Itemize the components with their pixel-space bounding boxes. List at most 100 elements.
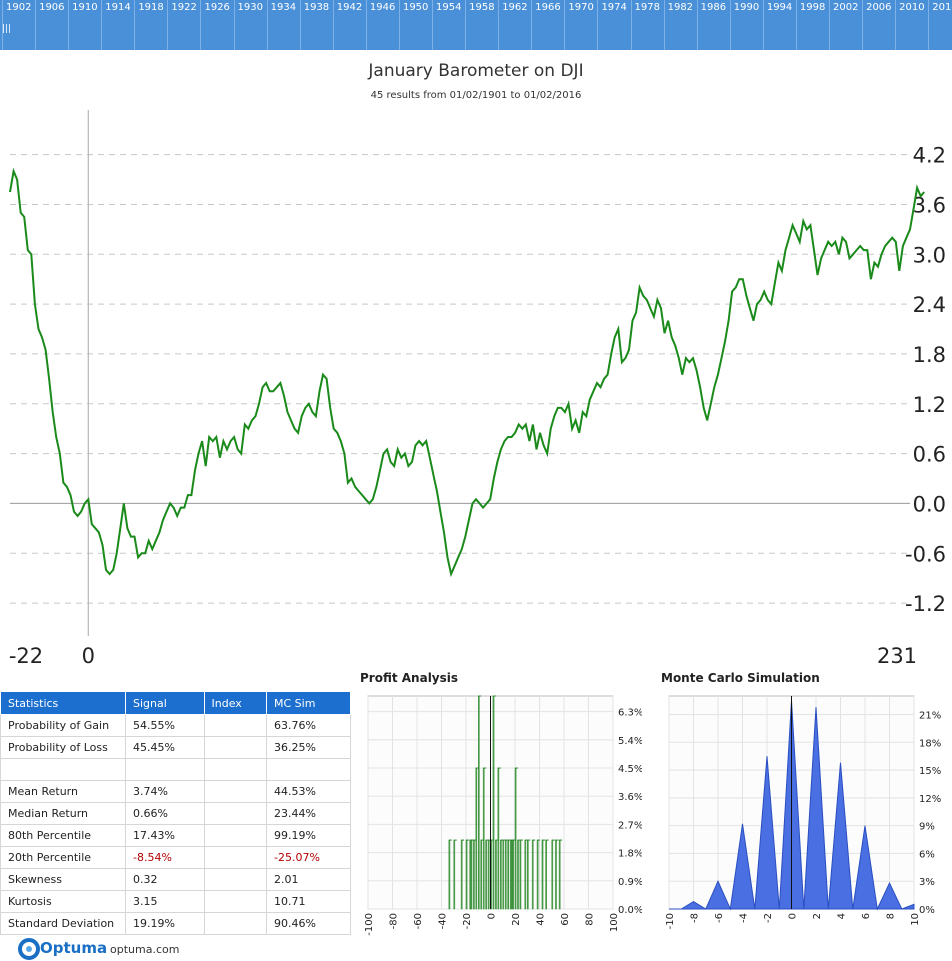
timeline-tick <box>332 0 334 50</box>
timeline-year: 1962 <box>502 2 528 13</box>
timeline-tick <box>365 0 367 50</box>
barometer-series-line <box>9 167 925 578</box>
timeline-year: 2006 <box>866 2 892 13</box>
histogram-bar <box>514 767 517 910</box>
x-tick-label: -22 <box>9 644 43 668</box>
x-tick-label: -60 <box>413 913 424 929</box>
stats-header-cell: MC Sim <box>265 691 352 715</box>
y-tick-label: 2.4 <box>913 293 946 317</box>
monte-carlo-chart: -10 -8 -6 -4 -2 0 2 4 6 8 100% 3% 6% 9% 12% 15% 18% 21% <box>665 695 941 929</box>
y-tick-label: 3.6 <box>913 193 946 217</box>
stats-cell: 54.55% <box>125 714 205 737</box>
stats-cell: 23.44% <box>265 802 352 825</box>
stats-cell <box>203 846 267 869</box>
timeline-tick <box>630 0 632 50</box>
timeline-tick <box>829 0 830 50</box>
barometer-line-chart: 4.2 3.6 3.0 2.4 1.8 1.2 0.6 0.0 -0.6 -1.2 -22 0 231 <box>9 110 946 668</box>
histogram-bar <box>495 839 497 910</box>
timeline-year: 1946 <box>369 2 396 13</box>
y-tick-label: 6.3% <box>618 708 642 719</box>
timeline-year: 1918 <box>138 2 164 13</box>
chart-title: January Barometer on DJI <box>368 61 584 81</box>
timeline-year: 1938 <box>303 2 330 13</box>
histogram-bar <box>460 839 463 910</box>
histogram-bar <box>478 695 480 910</box>
timeline-tick <box>729 0 731 50</box>
timeline-tick <box>68 0 70 50</box>
y-tick-label: 9% <box>919 822 935 833</box>
table-row: Skewness 0.32 2.01 <box>0 868 352 891</box>
y-tick-label: 1.8 <box>913 343 946 367</box>
stats-header-cell: Signal <box>125 691 205 715</box>
timeline-tick <box>167 0 169 50</box>
stats-cell <box>0 758 126 781</box>
histogram-bar <box>511 839 513 910</box>
x-tick-label: 0 <box>82 644 95 668</box>
x-tick-label: -100 <box>364 913 375 936</box>
histogram-bar <box>502 839 505 910</box>
y-tick-label: 2.7% <box>618 820 642 831</box>
stats-cell: 63.76% <box>265 714 352 737</box>
histogram-bar <box>551 839 554 910</box>
timeline-year: 1966 <box>535 2 561 13</box>
x-tick-label: -8 <box>690 913 701 923</box>
x-tick-label: 4 <box>837 913 848 919</box>
stats-cell: 3.74% <box>125 780 205 803</box>
histogram-bar <box>497 767 500 910</box>
y-tick-label: 0.0 <box>913 492 946 516</box>
stats-cell: 99.19% <box>265 824 352 847</box>
table-row: Probability of Gain 54.55% 63.76% <box>0 714 352 737</box>
stats-cell: 36.25% <box>265 736 352 759</box>
histogram-bar <box>469 839 472 910</box>
histogram-bar <box>470 839 473 910</box>
range-handle-icon[interactable]: ||| <box>2 24 12 34</box>
timeline-year: 2010 <box>899 2 925 13</box>
histogram-bar <box>482 767 485 910</box>
timeline-tick <box>663 0 665 50</box>
y-tick-label: 4.2 <box>913 144 946 168</box>
histogram-bar <box>500 839 502 910</box>
timeline-scrubber[interactable]: ||| 1902 1906 1910 1914 1918 1922 1926 1930 1934… <box>0 0 952 50</box>
histogram-bar <box>545 839 547 910</box>
brand-url[interactable]: optuma.com <box>110 943 180 956</box>
statistics-table: Statistics Signal Index MC Sim Probability … <box>0 691 352 935</box>
y-tick-label: 3.0 <box>913 243 946 267</box>
timeline-tick <box>2 0 3 50</box>
stats-cell: 0.66% <box>125 802 205 825</box>
timeline-year: 1906 <box>39 2 65 13</box>
histogram-bar <box>524 839 527 910</box>
timeline-tick <box>928 0 930 50</box>
stats-cell <box>203 890 267 913</box>
stats-cell: Skewness <box>0 868 126 891</box>
timeline-year: 1930 <box>237 2 263 13</box>
timeline-year: 2014 <box>932 2 952 13</box>
brand-name: Optuma <box>40 939 108 957</box>
x-tick-label: 0 <box>788 913 799 919</box>
stats-cell: 80th Percentile <box>0 824 126 847</box>
x-tick-label: -20 <box>462 913 473 929</box>
timeline-tick <box>101 0 103 50</box>
timeline-year: 1974 <box>601 2 627 13</box>
stats-cell: 20th Percentile <box>0 846 126 869</box>
timeline-tick <box>762 0 764 50</box>
y-tick-label: 0.6 <box>913 443 946 467</box>
timeline-tick <box>465 0 467 50</box>
x-tick-label: 40 <box>536 913 547 926</box>
table-row: Kurtosis 3.15 10.71 <box>0 890 352 913</box>
y-tick-label: 12% <box>919 794 941 805</box>
timeline-tick <box>862 0 864 50</box>
timeline-year: 1934 <box>270 2 297 13</box>
histogram-bar <box>448 839 451 910</box>
timeline-year: 1994 <box>766 2 793 13</box>
timeline-year: 1986 <box>700 2 727 13</box>
timeline-tick <box>266 0 268 50</box>
histogram-bar <box>536 839 539 910</box>
stats-cell: Mean Return <box>0 780 126 803</box>
x-tick-label: 80 <box>585 913 596 926</box>
monte-carlo-title: Monte Carlo Simulation <box>661 671 820 685</box>
x-tick-label: 10 <box>910 913 921 926</box>
timeline-tick <box>564 0 566 50</box>
timeline-tick <box>795 0 797 50</box>
stats-cell: -8.54% <box>125 846 205 869</box>
histogram-bar <box>512 839 514 910</box>
